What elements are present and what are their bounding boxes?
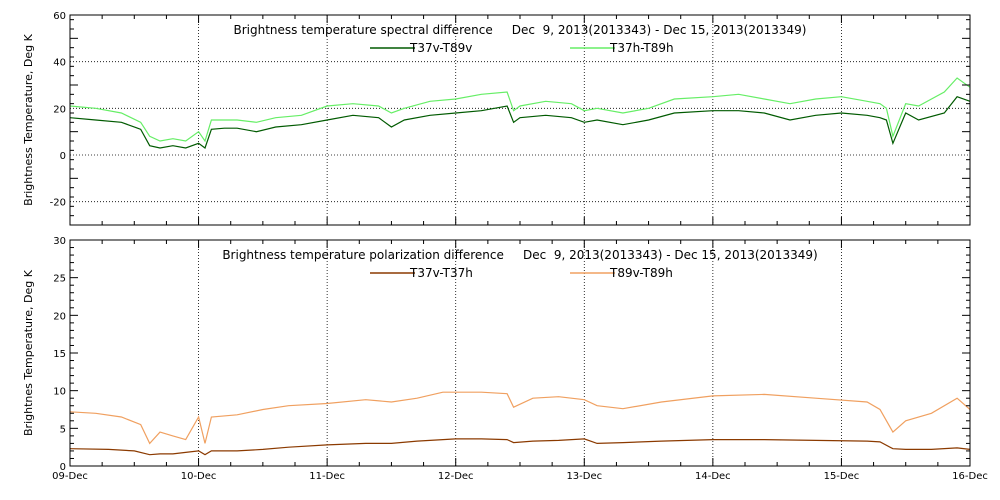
chart-title: Brightness temperature spectral differen… [234,23,807,37]
series-line-T89v-T89h [69,391,971,445]
x-tick-label: 11-Dec [309,471,345,482]
series-line-T37v-T37h [69,438,971,456]
y-tick-label: 10 [53,387,66,398]
y-tick-label: 25 [53,274,66,285]
series-line-T37h-T89h [69,77,971,143]
y-tick-label: -20 [50,198,66,209]
y-tick-label: 15 [53,349,66,360]
x-tick-label: 10-Dec [181,471,217,482]
y-tick-label: 40 [53,58,66,69]
chart-title: Brightness temperature polarization diff… [222,248,817,262]
legend-label: T37v-T89v [409,41,472,55]
chart-panel-1: -20 0 20 40 60 Brightness Temperature, Deg K B… [22,11,971,226]
y-tick-label: 5 [60,424,66,435]
y-tick-label: 30 [53,236,66,247]
y-tick-label: 20 [53,104,66,115]
legend-label: T37h-T89h [609,41,674,55]
legend-label: T37v-T37h [409,266,473,280]
x-tick-label: 12-Dec [438,471,474,482]
y-axis-title: Brightnes Temperature, Deg K [22,269,35,436]
x-tick-label: 13-Dec [566,471,602,482]
x-tick-label: 15-Dec [824,471,860,482]
plot-frame [69,14,971,226]
plot-frame [69,239,971,467]
y-tick-label: 0 [60,151,66,162]
x-tick-label: 14-Dec [695,471,731,482]
legend-label: T89v-T89h [609,266,673,280]
y-axis-title: Brightness Temperature, Deg K [22,33,35,205]
y-tick-label: 20 [53,311,66,322]
x-tick-label: 09-Dec [52,471,88,482]
y-tick-label: 60 [53,11,66,22]
x-tick-label: 16-Dec [952,471,988,482]
chart-panel-2: 0 5 10 15 20 25 30 09-Dec 10-Dec 11-Dec 12-Dec 13-D… [22,236,988,482]
series-line-T37v-T89v [69,95,971,149]
y-tick-label: 0 [60,462,66,473]
